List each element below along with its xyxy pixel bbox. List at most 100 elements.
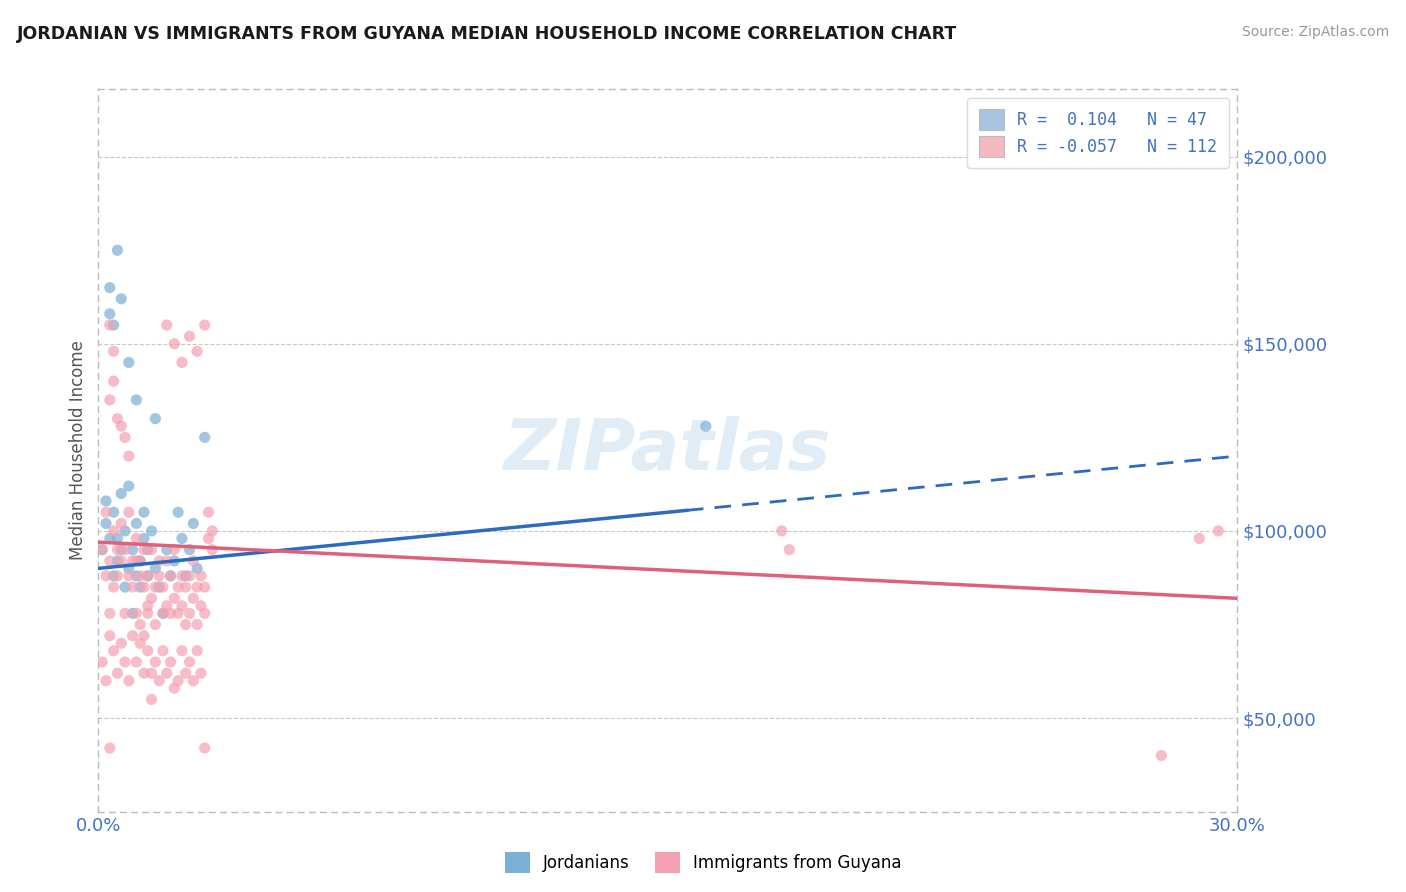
Point xyxy=(148,580,170,594)
Point xyxy=(125,554,148,568)
Point xyxy=(98,280,121,294)
Point xyxy=(163,542,186,557)
Point xyxy=(118,449,141,463)
Point xyxy=(145,561,167,575)
Point xyxy=(159,569,181,583)
Point xyxy=(94,494,117,508)
Text: JORDANIAN VS IMMIGRANTS FROM GUYANA MEDIAN HOUSEHOLD INCOME CORRELATION CHART: JORDANIAN VS IMMIGRANTS FROM GUYANA MEDI… xyxy=(17,25,957,43)
Point xyxy=(132,505,155,519)
Point xyxy=(118,673,141,688)
Point xyxy=(125,532,148,546)
Point xyxy=(98,307,121,321)
Point xyxy=(141,591,163,606)
Point xyxy=(94,569,117,583)
Point xyxy=(136,644,159,658)
Point xyxy=(121,542,143,557)
Point xyxy=(121,580,143,594)
Point xyxy=(129,617,152,632)
Point xyxy=(98,554,121,568)
Point xyxy=(148,554,170,568)
Point xyxy=(98,532,121,546)
Point xyxy=(159,655,181,669)
Point xyxy=(163,554,186,568)
Point xyxy=(110,486,132,500)
Point xyxy=(110,292,132,306)
Point xyxy=(167,607,190,621)
Point xyxy=(114,580,136,594)
Point xyxy=(103,505,125,519)
Point xyxy=(141,692,163,706)
Point xyxy=(141,524,163,538)
Point xyxy=(118,505,141,519)
Point xyxy=(194,580,217,594)
Point xyxy=(156,542,179,557)
Point xyxy=(94,673,117,688)
Point xyxy=(98,607,121,621)
Point xyxy=(132,580,155,594)
Point xyxy=(186,644,208,658)
Point xyxy=(163,591,186,606)
Y-axis label: Median Household Income: Median Household Income xyxy=(69,341,87,560)
Point xyxy=(94,505,117,519)
Point xyxy=(136,599,159,613)
Point xyxy=(118,561,141,575)
Point xyxy=(103,318,125,332)
Point xyxy=(121,554,143,568)
Point xyxy=(163,681,186,696)
Point xyxy=(186,344,208,359)
Point xyxy=(110,516,132,531)
Point xyxy=(194,430,217,444)
Point xyxy=(156,318,179,332)
Point xyxy=(152,644,174,658)
Point xyxy=(132,542,155,557)
Point xyxy=(167,673,190,688)
Point xyxy=(98,318,121,332)
Point xyxy=(148,569,170,583)
Point xyxy=(129,636,152,650)
Point xyxy=(107,554,129,568)
Point xyxy=(174,580,197,594)
Point xyxy=(201,542,224,557)
Point xyxy=(194,741,217,756)
Point xyxy=(194,607,217,621)
Point xyxy=(778,542,800,557)
Point xyxy=(183,673,205,688)
Point xyxy=(107,569,129,583)
Point xyxy=(121,607,143,621)
Point xyxy=(114,655,136,669)
Point xyxy=(159,607,181,621)
Point xyxy=(152,607,174,621)
Point xyxy=(125,569,148,583)
Point xyxy=(103,569,125,583)
Point xyxy=(159,569,181,583)
Point xyxy=(170,599,193,613)
Point xyxy=(98,392,121,407)
Point xyxy=(136,542,159,557)
Point xyxy=(129,569,152,583)
Point xyxy=(186,561,208,575)
Point xyxy=(156,554,179,568)
Point xyxy=(94,516,117,531)
Point xyxy=(194,318,217,332)
Point xyxy=(183,554,205,568)
Point xyxy=(145,580,167,594)
Point xyxy=(197,532,219,546)
Point xyxy=(156,599,179,613)
Text: ZIPatlas: ZIPatlas xyxy=(505,416,831,485)
Point xyxy=(114,542,136,557)
Point xyxy=(91,542,114,557)
Point xyxy=(186,617,208,632)
Point xyxy=(1188,532,1211,546)
Point xyxy=(110,554,132,568)
Point xyxy=(114,524,136,538)
Point xyxy=(141,542,163,557)
Point xyxy=(170,532,193,546)
Point xyxy=(179,655,201,669)
Point xyxy=(152,580,174,594)
Point xyxy=(170,644,193,658)
Point xyxy=(183,591,205,606)
Point xyxy=(148,673,170,688)
Point xyxy=(132,666,155,681)
Point xyxy=(695,419,717,434)
Point xyxy=(179,569,201,583)
